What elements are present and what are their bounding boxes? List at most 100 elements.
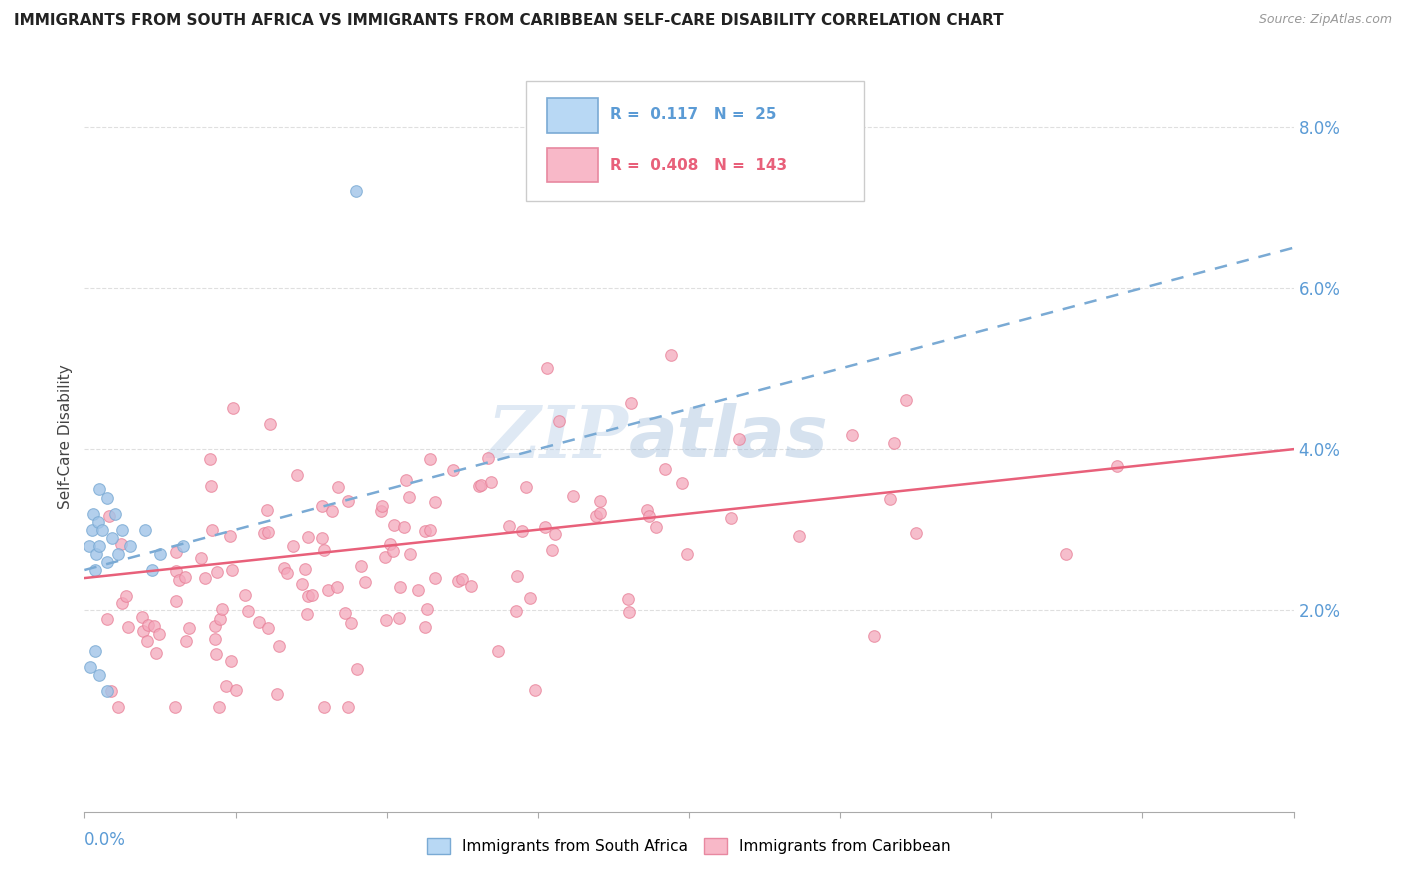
Point [84, 643, 107, 657]
Point [384, 518, 406, 533]
Point [174, 570, 197, 584]
Point [100, 531, 122, 545]
Point [96, 684, 118, 698]
Point [136, 618, 159, 632]
Text: R =  0.117   N =  25: R = 0.117 N = 25 [610, 107, 778, 122]
Point [460, 578, 482, 592]
Point [374, 550, 396, 565]
Point [498, 518, 520, 533]
Point [883, 436, 905, 450]
Point [654, 462, 676, 476]
Point [419, 452, 441, 467]
Point [200, 479, 222, 493]
Point [468, 479, 491, 493]
Point [115, 589, 138, 603]
Point [297, 589, 319, 603]
Point [194, 571, 217, 585]
Point [96, 555, 118, 569]
Point [131, 609, 153, 624]
Point [117, 620, 139, 634]
Point [423, 495, 446, 509]
Point [350, 559, 373, 574]
Point [515, 480, 537, 494]
Point [259, 417, 281, 432]
Point [221, 654, 243, 668]
Point [312, 542, 335, 557]
Point [145, 646, 167, 660]
Point [333, 606, 356, 620]
Point [728, 432, 751, 446]
Point [316, 582, 339, 597]
Point [205, 647, 228, 661]
Point [80, 523, 103, 537]
Point [841, 428, 863, 442]
Point [905, 526, 928, 541]
Point [619, 605, 641, 619]
Point [337, 700, 360, 714]
Point [371, 499, 394, 513]
Point [86, 547, 108, 561]
Point [326, 580, 349, 594]
Point [312, 700, 335, 714]
Point [416, 602, 439, 616]
Text: atlas: atlas [628, 402, 828, 472]
Point [134, 523, 156, 537]
Point [311, 531, 333, 545]
Point [533, 519, 555, 533]
Point [297, 531, 319, 545]
Point [340, 615, 363, 630]
Point [589, 507, 612, 521]
Point [413, 524, 436, 538]
Point [269, 640, 291, 654]
Point [141, 563, 163, 577]
Point [671, 476, 693, 491]
Point [167, 574, 190, 588]
Point [787, 529, 810, 543]
Point [1105, 458, 1128, 473]
Point [415, 620, 437, 634]
Point [100, 683, 122, 698]
Point [222, 401, 245, 415]
Point [89, 667, 111, 681]
Point [257, 621, 280, 635]
Point [311, 500, 333, 514]
Point [346, 663, 368, 677]
Point [378, 537, 401, 551]
Point [118, 539, 141, 553]
Text: ZIP: ZIP [488, 401, 628, 473]
Point [111, 596, 134, 610]
Point [91, 523, 114, 537]
Point [281, 539, 304, 553]
FancyBboxPatch shape [547, 148, 599, 182]
Point [375, 613, 398, 627]
FancyBboxPatch shape [526, 81, 865, 201]
FancyBboxPatch shape [547, 98, 599, 133]
Point [136, 633, 159, 648]
Point [256, 503, 278, 517]
Point [619, 396, 641, 410]
Point [218, 529, 240, 543]
Point [273, 561, 295, 575]
Point [321, 503, 343, 517]
Point [423, 571, 446, 585]
Point [395, 473, 418, 487]
Point [645, 520, 668, 534]
Point [548, 414, 571, 428]
Point [205, 565, 228, 579]
Point [536, 360, 558, 375]
Point [165, 564, 187, 578]
Point [148, 627, 170, 641]
Point [165, 594, 187, 608]
Point [221, 563, 243, 577]
Point [470, 478, 492, 492]
Point [266, 687, 288, 701]
Point [82, 507, 104, 521]
Point [512, 524, 534, 538]
Point [276, 566, 298, 580]
Text: Source: ZipAtlas.com: Source: ZipAtlas.com [1258, 13, 1392, 27]
Point [104, 507, 127, 521]
Point [190, 551, 212, 566]
Point [89, 483, 111, 497]
Point [77, 539, 100, 553]
Point [544, 526, 567, 541]
